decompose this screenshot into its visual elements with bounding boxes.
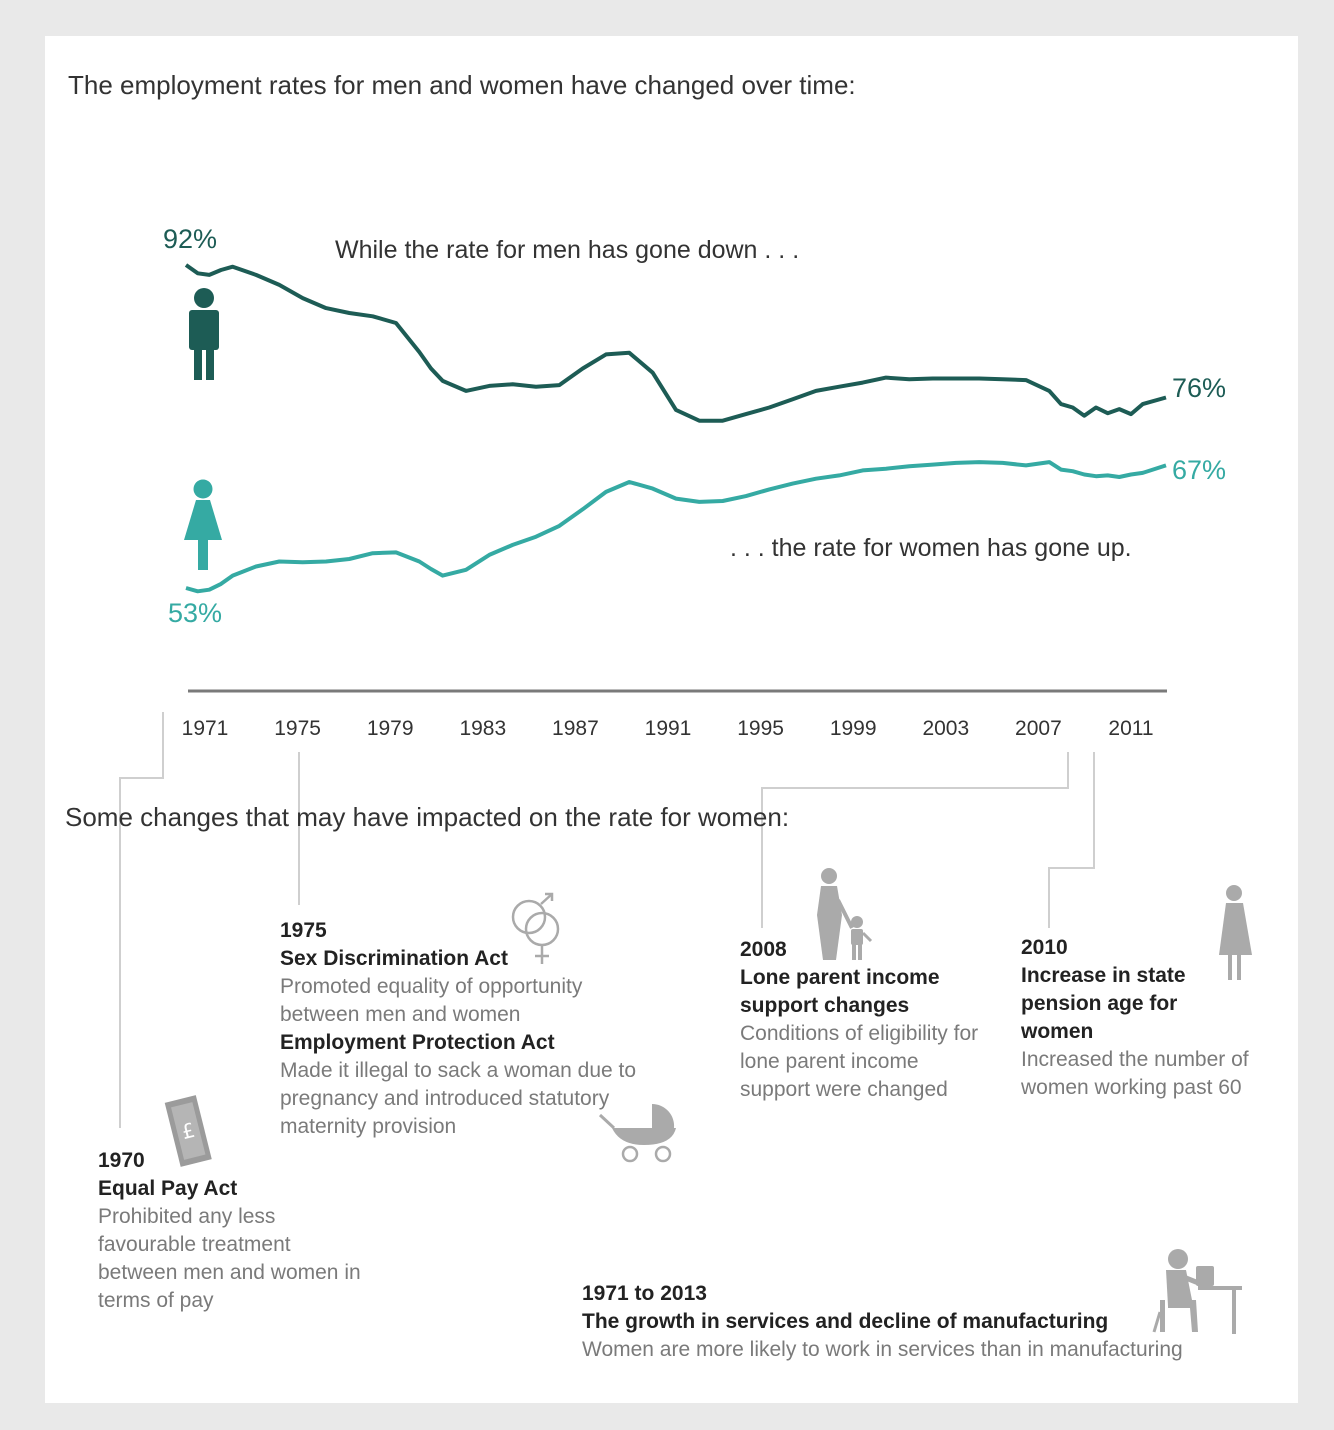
event-description: Promoted equality of opportunity between… (280, 975, 583, 1026)
men-end-label: 76% (1172, 373, 1227, 403)
event-1971-2013: 1971 to 2013 The growth in services and … (582, 1280, 1262, 1364)
x-tick-label: 1975 (274, 717, 321, 740)
event-description: Conditions of eligibility for lone paren… (740, 1022, 979, 1101)
x-tick-label: 1979 (367, 717, 414, 740)
svg-text:£: £ (179, 1118, 197, 1144)
men-annotation: While the rate for men has gone down . .… (335, 236, 800, 264)
x-tick-label: 1999 (830, 717, 877, 740)
x-tick-label: 2011 (1108, 717, 1153, 740)
office-worker-icon (1152, 1249, 1242, 1334)
event-1975: 1975 Sex Discrimination Act Promoted equ… (280, 917, 660, 1141)
gender-symbols-icon (511, 892, 560, 964)
pram-icon (598, 1103, 676, 1163)
event-title: The growth in services and decline of ma… (582, 1310, 1109, 1333)
event-year: 1970 (98, 1149, 145, 1172)
x-tick-label: 1995 (737, 717, 784, 740)
x-tick-label: 1983 (459, 717, 506, 740)
event-description: Made it illegal to sack a woman due to p… (280, 1059, 637, 1138)
connector-2008 (761, 752, 1069, 928)
infographic-card (45, 36, 1298, 1403)
event-description: Prohibited any less favourable treatment… (98, 1205, 361, 1312)
x-tick-label: 2007 (1015, 717, 1062, 740)
event-title: Sex Discrimination Act (280, 947, 508, 970)
event-title: Employment Protection Act (280, 1031, 555, 1054)
x-tick-label: 1991 (645, 717, 692, 740)
woman-figure-icon (184, 479, 222, 570)
man-figure-icon (189, 288, 219, 380)
event-title: Equal Pay Act (98, 1177, 238, 1200)
men-start-label: 92% (163, 224, 218, 254)
banknote-icon: £ (164, 1095, 212, 1167)
connector-2010 (1048, 752, 1095, 928)
x-tick-label: 2003 (922, 717, 969, 740)
event-year: 1971 to 2013 (582, 1282, 707, 1305)
elderly-woman-icon (1219, 885, 1252, 980)
connector-1970 (119, 712, 164, 1128)
event-description: Women are more likely to work in service… (582, 1338, 1183, 1361)
women-annotation: . . . the rate for women has gone up. (730, 534, 1132, 562)
x-tick-labels: 1971 1975 1979 1983 1987 1991 1995 1999 2003 2007… (182, 717, 1154, 740)
event-2008: 2008 Lone parent income support changes … (740, 936, 980, 1104)
event-1970: 1970 Equal Pay Act Prohibited any less f… (98, 1147, 368, 1315)
event-title: Lone parent income support changes (740, 966, 940, 1017)
chart-title: The employment rates for men and women h… (68, 70, 856, 100)
event-year: 2008 (740, 938, 787, 961)
section-title: Some changes that may have impacted on t… (65, 802, 790, 832)
series-line-women (185, 460, 1167, 594)
parent-child-icon (817, 868, 873, 960)
women-end-label: 67% (1172, 455, 1227, 485)
event-description: Increased the number of women working pa… (1021, 1048, 1249, 1099)
women-start-label: 53% (168, 598, 223, 628)
series-line-men (184, 263, 1167, 423)
event-connectors (119, 712, 1095, 1128)
event-title: Increase in state pension age for women (1021, 964, 1186, 1043)
x-tick-label: 1987 (552, 717, 599, 740)
x-tick-label: 1971 (182, 717, 229, 740)
event-2010: 2010 Increase in state pension age for w… (1021, 934, 1283, 1102)
event-year: 1975 (280, 919, 327, 942)
event-year: 2010 (1021, 936, 1068, 959)
